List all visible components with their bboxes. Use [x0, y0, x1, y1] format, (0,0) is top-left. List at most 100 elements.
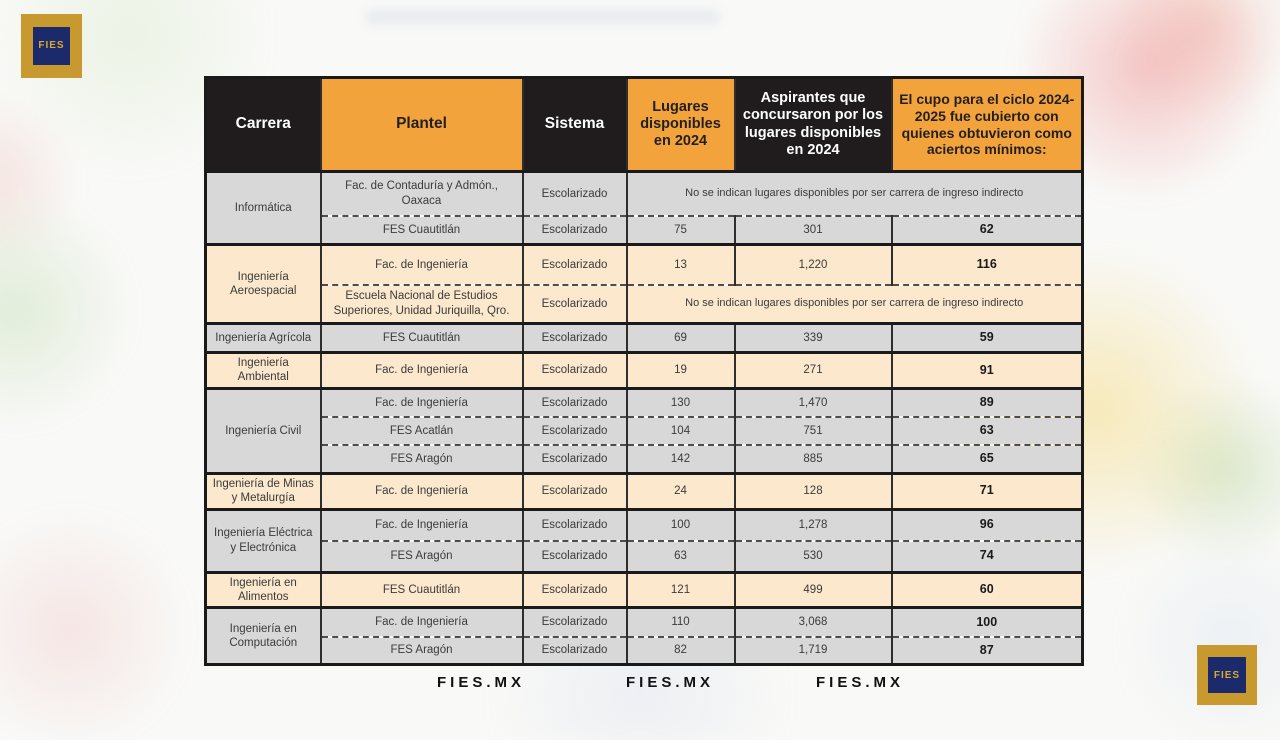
aciertos-cell: 63	[890, 416, 1083, 446]
col-header-aciertos: El cupo para el ciclo 2024-2025 fue cubi…	[890, 77, 1083, 172]
carrera-cell: Informática	[205, 170, 321, 245]
aciertos-cell: 65	[890, 444, 1083, 474]
plantel-cell: FES Acatlán	[319, 416, 523, 446]
carrera-cell: Ingeniería Ambiental	[205, 351, 321, 389]
table-row: Ingeniería Ambiental Fac. de Ingeniería Es…	[205, 351, 1083, 389]
sistema-cell: Escolarizado	[521, 471, 627, 509]
carrera-cell: Ingeniería de Minas y Metalurgía	[205, 471, 321, 509]
plantel-cell: FES Cuautitlán	[319, 214, 523, 245]
lugares-cell: 24	[625, 471, 735, 509]
table-row: FES Aragón Escolarizado 63 530 74	[206, 540, 1083, 572]
carrera-cell: Ingeniería Eléctrica y Electrónica	[205, 507, 321, 572]
col-header-aspirantes: Aspirantes que concursaron por los lugar…	[733, 77, 892, 172]
sistema-cell: Escolarizado	[521, 444, 627, 474]
table-row: FES Aragón Escolarizado 142 885 65	[206, 444, 1083, 474]
plantel-cell: Fac. de Contaduría y Admón., Oaxaca	[319, 170, 523, 216]
merged-note-cell: No se indican lugares disponibles por se…	[625, 283, 1083, 324]
sistema-cell: Escolarizado	[521, 170, 627, 216]
plantel-cell: FES Cuautitlán	[319, 570, 523, 608]
sistema-cell: Escolarizado	[521, 386, 627, 418]
aspirantes-cell: 3,068	[733, 606, 892, 637]
carrera-cell: Ingeniería Aeroespacial	[205, 243, 321, 324]
table-row: Informática Fac. de Contaduría y Admón., …	[205, 170, 1083, 245]
sistema-cell: Escolarizado	[521, 322, 627, 353]
aciertos-cell: 87	[890, 635, 1083, 665]
plantel-cell: Fac. de Ingeniería	[319, 386, 523, 418]
aspirantes-cell: 271	[733, 351, 892, 389]
blurred-watermark	[365, 9, 720, 25]
fies-logo-top-left: FIES	[21, 14, 82, 78]
lugares-cell: 121	[625, 570, 735, 608]
sistema-cell: Escolarizado	[521, 606, 627, 637]
lugares-cell: 63	[625, 540, 735, 572]
plantel-cell: Escuela Nacional de Estudios Superiores,…	[319, 283, 523, 324]
lugares-cell: 142	[625, 444, 735, 474]
aspirantes-cell: 339	[733, 322, 892, 353]
plantel-cell: FES Aragón	[319, 444, 523, 474]
aciertos-cell: 96	[890, 507, 1083, 541]
admissions-table-container: Carrera Plantel Sistema Lugares disponibles…	[204, 76, 1084, 667]
table-header-row: Carrera Plantel Sistema Lugares disponibles…	[205, 77, 1083, 172]
fies-logo-text: FIES	[38, 40, 65, 52]
aciertos-cell: 60	[890, 570, 1083, 608]
table-row: Ingeniería Eléctrica y Electrónica Fac. d…	[205, 507, 1083, 572]
aciertos-cell: 59	[890, 322, 1083, 353]
fies-logo-inner: FIES	[32, 26, 71, 66]
table-row: FES Cuautitlán Escolarizado 75 301 62	[206, 214, 1083, 245]
plantel-cell: Fac. de Ingeniería	[319, 243, 523, 285]
footer-brand-2: FIES.MX	[626, 674, 715, 691]
aspirantes-cell: 1,278	[733, 507, 892, 541]
aciertos-cell: 116	[890, 243, 1083, 285]
footer-brand-3: FIES.MX	[816, 674, 905, 691]
table-row: FES Aragón Escolarizado 82 1,719 87	[206, 635, 1083, 665]
fies-logo-inner: FIES	[1208, 657, 1246, 693]
lugares-cell: 110	[625, 606, 735, 637]
aciertos-cell: 74	[890, 540, 1083, 572]
lugares-cell: 19	[625, 351, 735, 389]
table-row: Ingeniería Agrícola FES Cuautitlán Escolar…	[205, 322, 1083, 353]
table-row: Escuela Nacional de Estudios Superiores,…	[206, 283, 1083, 324]
lugares-cell: 104	[625, 416, 735, 446]
plantel-cell: Fac. de Ingeniería	[319, 507, 523, 541]
plantel-cell: FES Cuautitlán	[319, 322, 523, 353]
aciertos-cell: 71	[890, 471, 1083, 509]
sistema-cell: Escolarizado	[521, 635, 627, 665]
col-header-lugares: Lugares disponibles en 2024	[625, 77, 735, 172]
table-row: Ingeniería de Minas y Metalurgía Fac. de …	[205, 471, 1083, 509]
table-row: Ingeniería Aeroespacial Fac. de Ingenierí…	[205, 243, 1083, 324]
footer-brand-1: FIES.MX	[437, 674, 526, 691]
plantel-cell: Fac. de Ingeniería	[319, 351, 523, 389]
col-header-carrera: Carrera	[205, 77, 321, 172]
aciertos-cell: 62	[890, 214, 1083, 245]
lugares-cell: 100	[625, 507, 735, 541]
aciertos-cell: 91	[890, 351, 1083, 389]
carrera-cell: Ingeniería Agrícola	[205, 322, 321, 353]
table-row: Ingeniería en Computación Fac. de Ingenie…	[205, 606, 1083, 665]
sistema-cell: Escolarizado	[521, 243, 627, 285]
lugares-cell: 75	[625, 214, 735, 245]
aspirantes-cell: 128	[733, 471, 892, 509]
carrera-cell: Ingeniería en Computación	[205, 606, 321, 665]
plantel-cell: FES Aragón	[319, 540, 523, 572]
aspirantes-cell: 885	[733, 444, 892, 474]
aspirantes-cell: 1,719	[733, 635, 892, 665]
aspirantes-cell: 751	[733, 416, 892, 446]
sistema-cell: Escolarizado	[521, 416, 627, 446]
aspirantes-cell: 499	[733, 570, 892, 608]
fies-logo-bottom-right: FIES	[1197, 645, 1257, 705]
aspirantes-cell: 301	[733, 214, 892, 245]
sistema-cell: Escolarizado	[521, 507, 627, 541]
lugares-cell: 69	[625, 322, 735, 353]
carrera-cell: Ingeniería Civil	[205, 386, 321, 474]
admissions-table: Carrera Plantel Sistema Lugares disponibles…	[204, 76, 1084, 667]
table-row: Ingeniería en Alimentos FES Cuautitlán Esc…	[205, 570, 1083, 608]
table-row: Ingeniería Civil Fac. de Ingeniería Escola…	[205, 386, 1083, 474]
fies-logo-text: FIES	[1213, 669, 1241, 681]
aciertos-cell: 89	[890, 386, 1083, 418]
plantel-cell: Fac. de Ingeniería	[319, 471, 523, 509]
aspirantes-cell: 530	[733, 540, 892, 572]
sistema-cell: Escolarizado	[521, 283, 627, 324]
lugares-cell: 13	[625, 243, 735, 285]
sistema-cell: Escolarizado	[521, 214, 627, 245]
